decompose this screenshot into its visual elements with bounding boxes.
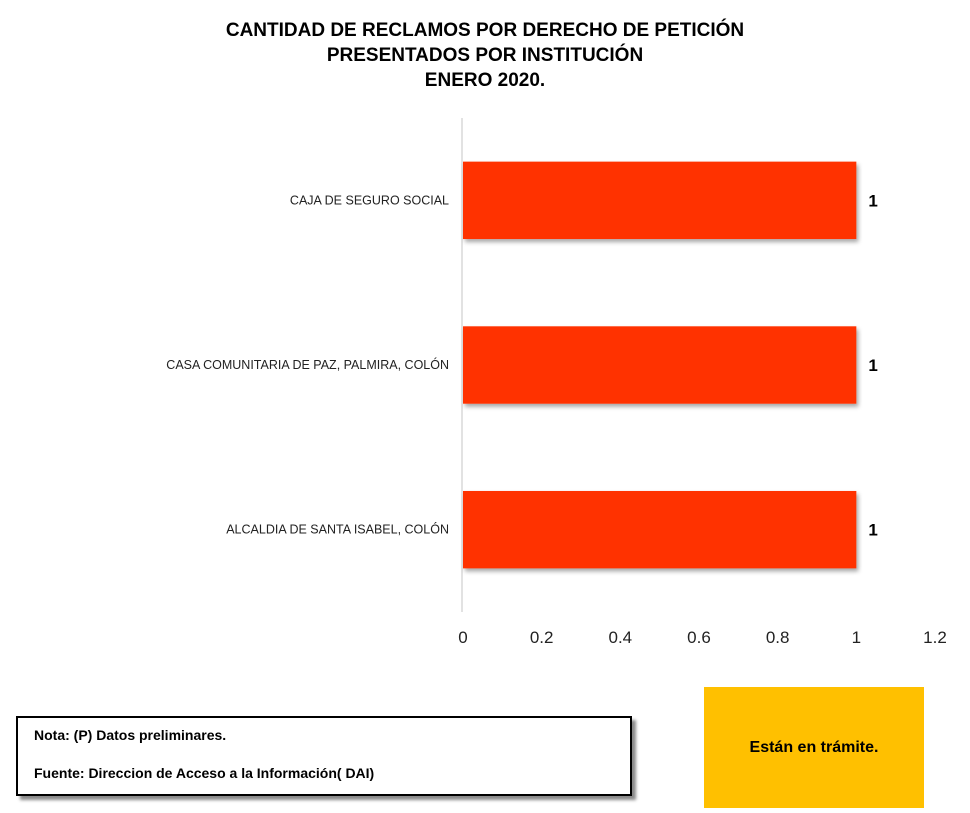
x-tick-label: 0.8 bbox=[766, 628, 790, 647]
bar bbox=[463, 490, 857, 569]
category-label: CAJA DE SEGURO SOCIAL bbox=[290, 193, 449, 207]
source-text: Fuente: Direccion de Acceso a la Informa… bbox=[34, 765, 375, 781]
chart-title-line-1: CANTIDAD DE RECLAMOS POR DERECHO DE PETI… bbox=[225, 20, 745, 41]
x-tick-label: 1.2 bbox=[923, 628, 947, 647]
x-tick-label: 0.4 bbox=[609, 628, 633, 647]
chart-title-line-2: PRESENTADOS POR INSTITUCIÓN bbox=[326, 45, 644, 66]
status-text: Están en trámite. bbox=[749, 738, 879, 756]
x-tick-label: 0.2 bbox=[530, 628, 554, 647]
category-label: CASA COMUNITARIA DE PAZ, PALMIRA, COLÓN bbox=[166, 357, 449, 372]
data-label: 1 bbox=[868, 521, 877, 540]
note-text: Nota: (P) Datos preliminares. bbox=[34, 727, 227, 743]
x-tick-label: 0 bbox=[458, 628, 467, 647]
bar bbox=[463, 161, 857, 240]
status-box: Están en trámite. bbox=[704, 687, 924, 808]
chart-title-line-3: ENERO 2020. bbox=[424, 70, 546, 91]
note-box: Nota: (P) Datos preliminares. Fuente: Di… bbox=[16, 716, 632, 796]
x-tick-label: 1 bbox=[852, 628, 861, 647]
data-label: 1 bbox=[868, 356, 877, 375]
category-label: ALCALDIA DE SANTA ISABEL, COLÓN bbox=[226, 522, 449, 537]
chart-title: CANTIDAD DE RECLAMOS POR DERECHO DE PETI… bbox=[0, 18, 970, 93]
bar bbox=[463, 326, 857, 404]
data-label: 1 bbox=[868, 191, 877, 210]
x-tick-label: 0.6 bbox=[687, 628, 711, 647]
bar-chart: CAJA DE SEGURO SOCIAL 1 CASA COMUNITARIA D… bbox=[166, 118, 947, 647]
